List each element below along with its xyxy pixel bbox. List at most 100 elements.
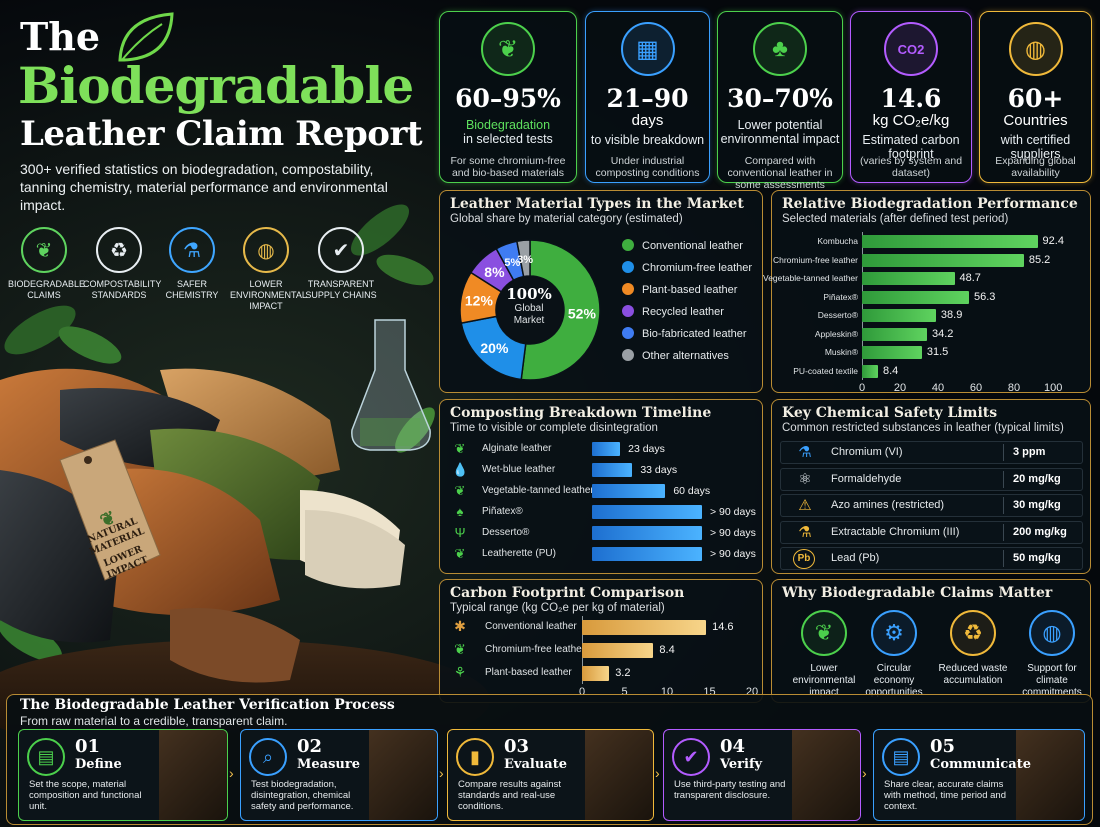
- step-name: Verify: [720, 757, 763, 772]
- bio-bar-value: 34.2: [931, 327, 954, 340]
- market-title: Leather Material Types in the Market: [450, 196, 744, 212]
- tree-icon: ♣: [753, 22, 807, 76]
- step-photo: [792, 730, 860, 820]
- divider: [1003, 523, 1004, 541]
- why-item: ⚙ Circular economy opportunities: [856, 610, 932, 699]
- donut-label-1: 52%: [568, 305, 597, 321]
- stat-line-2: Under industrial composting conditions: [595, 155, 700, 179]
- bio-row-label: PU-coated textile: [793, 365, 858, 376]
- legend-item-5: Bio-fabricated leather: [622, 327, 747, 340]
- step-description: Set the scope, material composition and …: [29, 779, 142, 812]
- bio-bar: [862, 272, 955, 285]
- bio-axis-line: [862, 232, 863, 380]
- timeline-row-label: Desserto®: [482, 527, 530, 538]
- step-description: Use third-party testing and transparent …: [674, 779, 786, 801]
- chevron-right-icon: ›: [862, 765, 867, 781]
- legend-item-6: Other alternatives: [622, 349, 729, 362]
- bio-bar-value: 48.7: [959, 272, 981, 284]
- timeline-row-label: Leatherette (PU): [482, 548, 556, 559]
- bio-bar-value: 56.3: [973, 290, 996, 303]
- timeline-bar-value: 60 days: [673, 485, 711, 497]
- recycle-icon: ♻: [96, 227, 142, 273]
- timeline-bar-value: > 90 days: [710, 506, 756, 518]
- chevron-right-icon: ›: [229, 765, 234, 781]
- natural-material-tag: [59, 439, 161, 581]
- biodegradation-panel: Relative Biodegradation Performance Sele…: [771, 190, 1091, 393]
- co2-badge: CO2: [897, 41, 925, 57]
- legend-item-3: Plant-based leather: [622, 283, 737, 296]
- recycle-icon: ♻: [950, 610, 996, 656]
- bio-bar: [862, 364, 878, 378]
- divider: [1003, 550, 1004, 567]
- globe-icon: ◍: [1008, 22, 1063, 76]
- chemical-name: Formaldehyde: [831, 472, 902, 485]
- chemical-row: ⚛ Formaldehyde 20 mg/kg: [780, 467, 1083, 491]
- why-label: Circular economy opportunities: [865, 663, 923, 698]
- process-step-5: ▤ 05 Communicate Share clear, accurate clai…: [873, 729, 1085, 821]
- carbon-bar: [582, 643, 654, 658]
- droplet-icon: 💧: [452, 462, 469, 477]
- carbon-x-tick: 0: [578, 686, 586, 698]
- chemical-name: Azo amines (restricted): [831, 499, 945, 511]
- legend-swatch: [622, 239, 634, 251]
- document-icon: ▤: [882, 738, 920, 776]
- step-number: 05: [930, 736, 956, 757]
- donut-label-6: 3%: [517, 254, 533, 266]
- stat-card-4: CO2 14.6 kg CO₂e/kg Estimated carbon footpr…: [850, 11, 972, 183]
- sprout-icon: ⚘: [453, 664, 467, 680]
- stat-line-1: with certified suppliers: [1000, 133, 1071, 161]
- category-label: COMPOSTABILITY STANDARDS: [83, 279, 162, 300]
- bio-x-tick: 0: [858, 382, 866, 394]
- cactus-icon: Ψ: [454, 525, 466, 540]
- bio-row-label: Vegetable-tanned leather: [763, 273, 858, 283]
- carbon-bar-value: 3.2: [615, 667, 631, 679]
- donut-center: 100% Global Market: [498, 285, 560, 327]
- bio-row-label: Appleskin®: [814, 328, 858, 339]
- lead-badge: Pb: [797, 553, 811, 564]
- biodeg-subtitle: Selected materials (after defined test p…: [782, 213, 1009, 225]
- leaf-icon: ❦: [454, 441, 466, 456]
- donut-hole: [497, 277, 563, 343]
- category-1: ❦ BIODEGRADABLE CLAIMS: [8, 227, 85, 301]
- chemical-limit: 50 mg/kg: [1013, 552, 1061, 564]
- process-title: The Biodegradable Leather Verification P…: [20, 697, 395, 713]
- step-description: Test biodegradation, disintegration, che…: [251, 779, 354, 812]
- legend-label: Conventional leather: [642, 240, 743, 252]
- chemical-limit: 30 mg/kg: [1013, 499, 1061, 511]
- process-step-1: ▤ 01 Define Set the scope, material composi…: [18, 729, 228, 821]
- stat-line-2: (varies by system and dataset): [859, 155, 963, 179]
- chevron-right-icon: ›: [655, 765, 660, 781]
- carbon-bar-value: 8.4: [659, 644, 675, 656]
- timeline-bar-value: 33 days: [640, 464, 678, 476]
- gear-icon: ⚙: [871, 610, 917, 656]
- carbon-row-label: Chromium-free leather: [485, 644, 586, 655]
- donut-label-2: 20%: [480, 340, 509, 356]
- why-item: ♻ Reduced waste accumulation: [935, 610, 1011, 687]
- carbon-x-tick: 5: [621, 686, 628, 698]
- legend-item-2: Chromium-free leather: [622, 261, 752, 274]
- pineapple-icon: ♠: [456, 504, 464, 519]
- timeline-bar: [592, 505, 702, 519]
- leaf-icon: [118, 12, 174, 62]
- timeline-bar-value: 23 days: [628, 443, 665, 455]
- stat-line-2: Compared with conventional leather in so…: [727, 155, 833, 191]
- step-number: 01: [75, 736, 101, 757]
- timeline-row-label: Wet-blue leather: [482, 464, 556, 475]
- legend-label: Other alternatives: [642, 350, 729, 362]
- header-description: 300+ verified statistics on biodegradati…: [20, 161, 388, 213]
- stat-card-1: ❦ 60–95% Biodegradation in selected tests Fo…: [439, 11, 577, 183]
- flask-icon: ⚗: [169, 227, 215, 273]
- shield-check-icon: ✔: [672, 738, 710, 776]
- timeline-title: Composting Breakdown Timeline: [450, 405, 712, 421]
- donut-center-value: 100%: [506, 285, 552, 303]
- stat-line-1: Biodegradation: [465, 118, 551, 132]
- lead-icon: Pb: [793, 549, 815, 569]
- step-photo: [1016, 730, 1084, 820]
- stat-value: 14.6: [880, 84, 942, 113]
- stat-value: 30–70%: [727, 84, 833, 113]
- step-number: 02: [297, 736, 323, 757]
- bio-bar: [862, 235, 1038, 248]
- category-label: TRANSPARENT SUPPLY CHAINS: [305, 279, 377, 300]
- carbon-bar: [582, 620, 707, 635]
- timeline-row-label: Piñatex®: [482, 506, 523, 517]
